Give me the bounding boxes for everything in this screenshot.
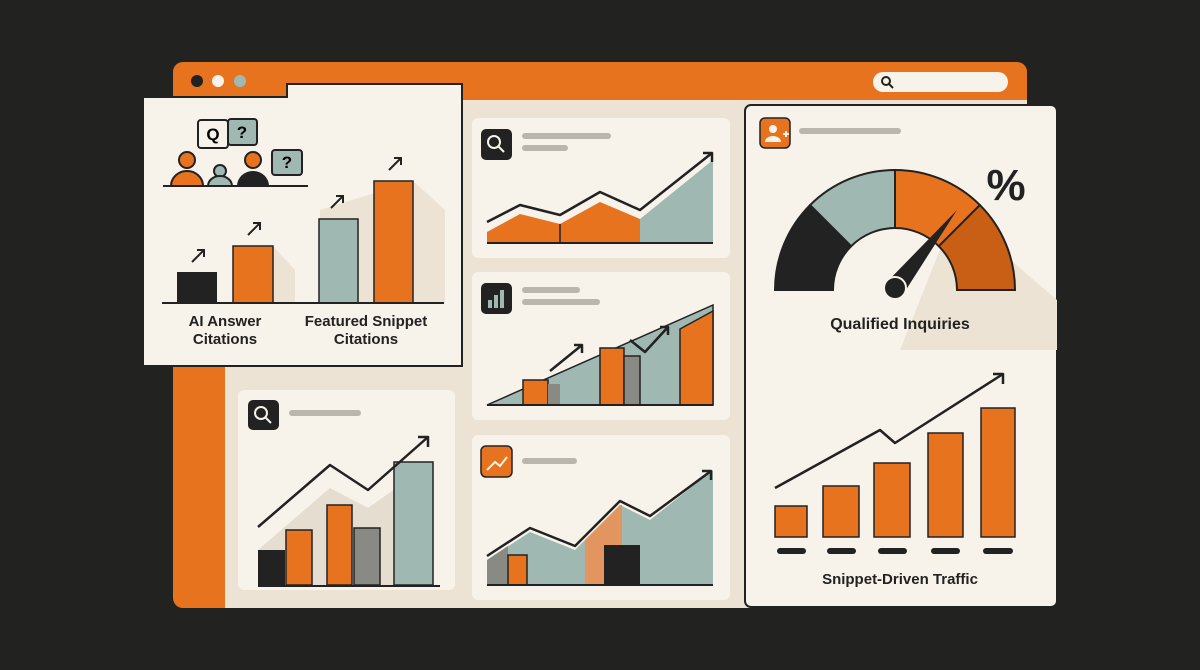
bar	[285, 529, 313, 586]
arrow	[629, 325, 670, 354]
arrow-head	[702, 469, 713, 480]
card-icon	[264, 416, 272, 424]
card-icon	[487, 135, 501, 149]
card-icon	[765, 136, 781, 142]
bar	[393, 461, 434, 586]
bar	[599, 347, 625, 406]
person	[206, 175, 234, 187]
card-icon	[494, 295, 498, 308]
area	[487, 546, 508, 585]
card-icon	[481, 129, 512, 160]
search-icon	[888, 83, 894, 89]
window-dot	[234, 75, 246, 87]
arrow-head	[418, 435, 430, 447]
gauge-label: Qualified Inquiries	[830, 316, 970, 333]
arrow	[549, 343, 584, 372]
card-icon	[486, 456, 508, 471]
arrows	[191, 157, 402, 263]
bar	[604, 545, 640, 585]
arrow-head	[703, 151, 714, 162]
bar-label: AI Answer Citations	[188, 313, 262, 348]
bar	[326, 504, 353, 586]
person	[244, 151, 262, 169]
bar	[177, 272, 217, 303]
bubble-text: ?	[282, 153, 292, 172]
person	[237, 171, 269, 186]
card-icon	[783, 131, 789, 137]
gauge-hub	[883, 276, 907, 300]
speech-bubble	[227, 118, 258, 146]
window-dot	[212, 75, 224, 87]
speech-bubble	[271, 149, 303, 176]
bar	[623, 355, 641, 406]
bar	[507, 554, 528, 586]
bar-label: Featured Snippet Citations	[304, 313, 428, 348]
bar	[548, 384, 560, 405]
card-icon	[254, 406, 268, 420]
bar	[318, 218, 359, 304]
bar	[522, 379, 549, 406]
person	[169, 170, 205, 187]
card-icon	[497, 145, 505, 153]
trend-line	[486, 152, 713, 224]
gauge-needle	[886, 210, 957, 296]
search-icon	[881, 76, 891, 86]
card-icon	[500, 290, 504, 308]
card-icon	[248, 400, 279, 430]
bubble-text: Q	[206, 125, 219, 144]
card-icon	[480, 445, 513, 478]
card-icon	[769, 125, 777, 133]
person	[178, 151, 196, 169]
card-icon	[488, 300, 492, 308]
percent-symbol: %	[986, 161, 1025, 210]
bar	[353, 527, 381, 586]
bars	[774, 407, 1016, 538]
arrow-head	[993, 372, 1005, 384]
trend-line	[774, 372, 1004, 490]
gauge-segment	[937, 203, 1017, 291]
trend-line	[257, 436, 429, 528]
area	[487, 202, 640, 243]
bar	[373, 180, 414, 304]
search-bar[interactable]	[873, 72, 1008, 92]
bar	[258, 550, 285, 585]
bar	[232, 245, 274, 304]
trend-line	[486, 469, 712, 558]
bubble-text: ?	[237, 123, 247, 142]
chart-label: Snippet-Driven Traffic	[822, 571, 978, 588]
window-dot	[191, 75, 203, 87]
area	[640, 160, 713, 243]
